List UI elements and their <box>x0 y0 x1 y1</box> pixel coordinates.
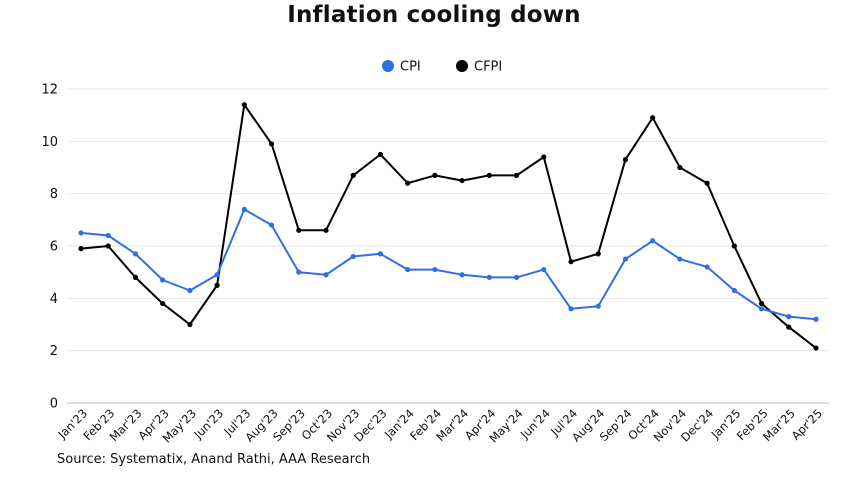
data-point-cpi <box>758 306 765 312</box>
data-point-cpi <box>323 272 329 278</box>
data-point-cpi <box>350 253 356 260</box>
data-point-cfpi <box>595 251 601 257</box>
data-point-cfpi <box>513 172 520 178</box>
legend: CPI CFPI <box>382 60 502 75</box>
data-point-cfpi <box>677 164 683 171</box>
data-point-cpi <box>268 222 275 228</box>
series-layer <box>78 102 819 351</box>
data-point-cpi <box>296 269 302 275</box>
data-point-cpi <box>568 306 574 312</box>
grid-lines <box>67 88 829 404</box>
data-point-cpi <box>731 287 737 294</box>
data-point-cpi <box>405 266 411 273</box>
series-cpi <box>78 206 819 322</box>
data-point-cpi <box>541 266 547 273</box>
y-tick-label-10: 10 <box>41 135 58 150</box>
y-tick-label-4: 4 <box>50 292 58 307</box>
data-point-cpi <box>677 256 683 262</box>
data-point-cpi <box>595 303 601 309</box>
y-tick-label-8: 8 <box>50 187 58 202</box>
data-point-cfpi <box>78 246 84 252</box>
data-point-cpi <box>704 264 710 270</box>
data-point-cfpi <box>350 172 356 178</box>
x-axis-ticks: Jan'23Feb'23Mar'23Apr'23May'23Jun'23Jul'… <box>54 406 825 445</box>
data-point-cfpi <box>187 321 193 328</box>
data-point-cpi <box>786 314 792 320</box>
data-point-cfpi <box>786 324 792 330</box>
data-point-cpi <box>459 272 465 278</box>
data-point-cfpi <box>105 243 111 249</box>
data-point-cfpi <box>486 172 492 178</box>
data-point-cfpi <box>541 154 547 160</box>
legend-label-cfpi: CFPI <box>474 60 502 75</box>
data-point-cpi <box>513 274 520 280</box>
y-tick-label-6: 6 <box>50 240 58 255</box>
x-tick-label: Jun'23 <box>190 406 226 442</box>
data-point-cfpi <box>459 177 465 184</box>
data-point-cfpi <box>650 115 656 121</box>
data-point-cpi <box>132 251 139 257</box>
data-point-cfpi <box>731 243 737 249</box>
legend-marker-cpi <box>382 60 394 72</box>
data-point-cpi <box>432 266 438 273</box>
y-tick-label-0: 0 <box>50 397 58 412</box>
data-point-cfpi <box>268 141 275 147</box>
legend-label-cpi: CPI <box>400 60 421 75</box>
data-point-cpi <box>160 277 166 283</box>
data-point-cpi <box>377 251 384 257</box>
series-cfpi <box>78 102 819 351</box>
data-point-cfpi <box>160 300 166 307</box>
data-point-cpi <box>622 256 629 262</box>
x-tick-label: Apr'25 <box>789 406 826 443</box>
data-point-cfpi <box>704 180 710 186</box>
data-point-cfpi <box>377 151 384 158</box>
data-point-cfpi <box>758 300 765 307</box>
y-tick-label-12: 12 <box>41 83 58 98</box>
data-point-cfpi <box>432 172 438 178</box>
data-point-cfpi <box>132 274 139 280</box>
x-tick-label: Jun'24 <box>517 406 553 442</box>
data-point-cpi <box>78 230 84 236</box>
data-point-cfpi <box>323 227 329 233</box>
data-point-cfpi <box>568 259 574 265</box>
data-point-cpi <box>105 232 111 239</box>
data-point-cfpi <box>622 157 629 163</box>
data-point-cfpi <box>296 227 302 233</box>
data-point-cpi <box>650 238 656 244</box>
data-point-cfpi <box>813 345 819 351</box>
data-point-cpi <box>813 316 819 322</box>
legend-marker-cfpi <box>456 60 468 72</box>
data-point-cpi <box>187 287 193 294</box>
y-axis-ticks: 0 2 4 6 8 10 12 <box>41 83 58 412</box>
source-note: Source: Systematix, Anand Rathi, AAA Res… <box>57 452 371 467</box>
data-point-cpi <box>241 206 247 212</box>
data-point-cfpi <box>214 282 220 288</box>
y-tick-label-2: 2 <box>50 344 58 359</box>
data-point-cfpi <box>241 102 247 108</box>
series-line-cpi <box>80 208 817 321</box>
data-point-cpi <box>214 272 220 278</box>
series-line-cfpi <box>80 103 817 349</box>
chart-title: Inflation cooling down <box>287 2 581 28</box>
data-point-cfpi <box>405 180 411 186</box>
data-point-cpi <box>486 274 492 280</box>
